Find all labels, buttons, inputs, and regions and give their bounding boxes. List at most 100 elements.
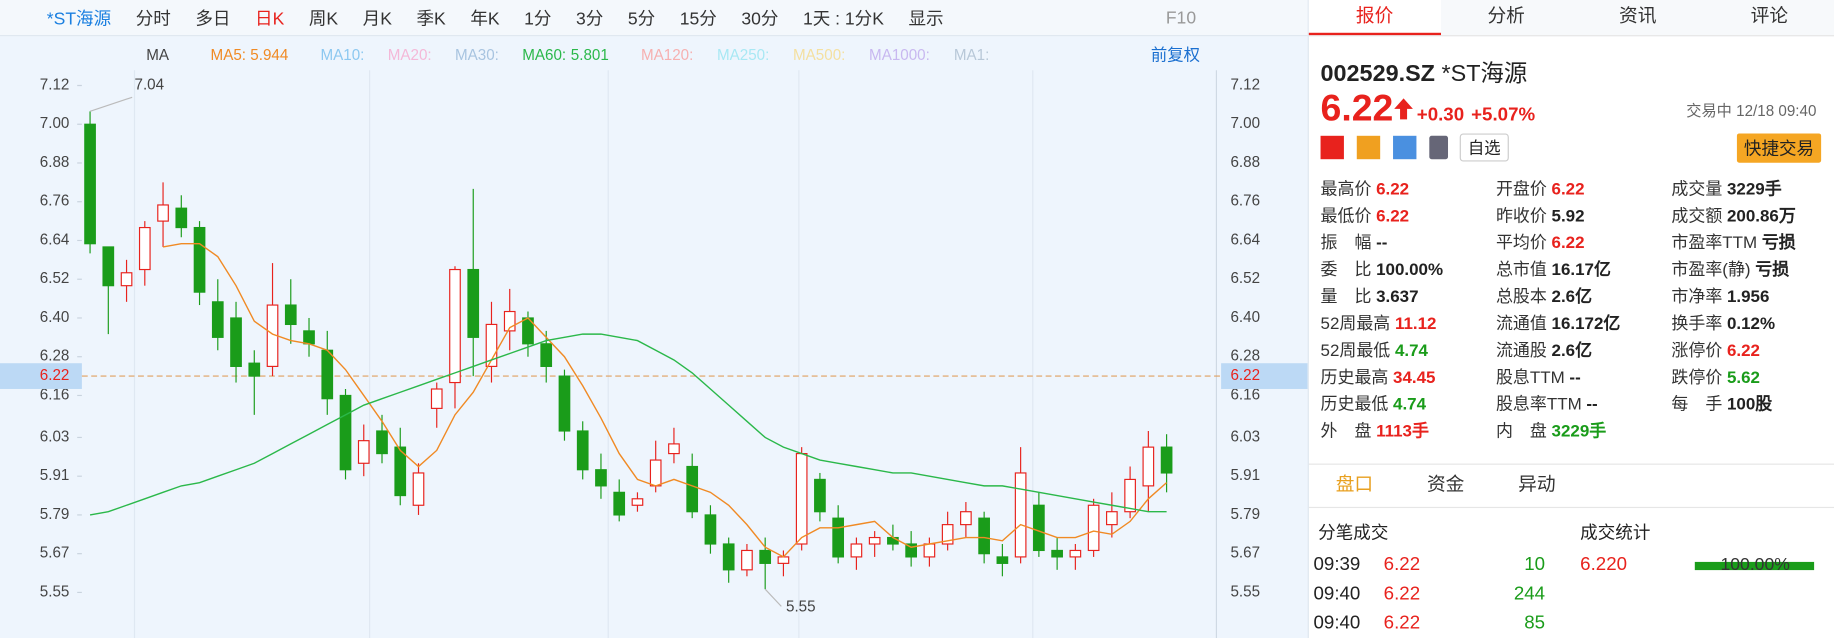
field-value: 6.22 xyxy=(1376,207,1410,226)
last-price-label-right: 6.22 xyxy=(1230,367,1260,384)
quote-tab[interactable]: 资讯 xyxy=(1619,7,1657,27)
period-tab[interactable]: 分时 xyxy=(135,8,171,29)
status: 交易中 12/18 09:40 xyxy=(1686,101,1817,120)
y-tick-label: 6.88 xyxy=(40,154,70,171)
y-tick-label: 6.03 xyxy=(40,428,70,445)
watch-button[interactable]: 自选 xyxy=(1459,133,1509,162)
indicator[interactable]: MA xyxy=(146,47,170,64)
field: 52周最低 4.74 xyxy=(1321,337,1496,361)
y-tick-label-right: 6.76 xyxy=(1230,193,1260,210)
candle-body xyxy=(558,375,571,432)
field-label: 流通值 xyxy=(1495,314,1547,334)
field-label: 总市值 xyxy=(1495,261,1547,280)
candle-body xyxy=(1124,478,1136,513)
low-pointer xyxy=(764,588,782,607)
adjust[interactable]: 前复权 xyxy=(1151,47,1200,65)
period-tab[interactable]: 多日 xyxy=(195,8,231,29)
period-tab[interactable]: 月K xyxy=(362,8,392,29)
last-price-band-right xyxy=(1221,363,1308,389)
period-tab[interactable]: 日K xyxy=(255,8,285,29)
legend-name: MA500: xyxy=(793,47,845,64)
y-tick-label: 6.28 xyxy=(40,348,70,365)
sub-tab[interactable]: 资金 xyxy=(1426,475,1465,496)
y-tick-label: 7.12 xyxy=(40,77,70,94)
f10[interactable]: F10 xyxy=(1165,7,1197,28)
period-tab[interactable]: 3分 xyxy=(576,8,604,29)
sub-tab[interactable]: 异动 xyxy=(1518,475,1556,496)
candle-body xyxy=(467,268,480,338)
icons xyxy=(1320,135,1449,160)
y-tick-label-right: 6.88 xyxy=(1230,154,1260,171)
period-tab[interactable]: 季K xyxy=(416,8,446,29)
quote-tab[interactable]: 报价 xyxy=(1308,0,1441,36)
field-value: 5.92 xyxy=(1551,207,1585,226)
candle-body xyxy=(284,304,297,326)
legend-name: MA1000: xyxy=(869,47,930,64)
period-tab[interactable]: 周K xyxy=(308,8,339,29)
quote-tab[interactable]: 分析 xyxy=(1487,7,1525,27)
y-tick-label: 5.55 xyxy=(40,583,70,600)
candle-body xyxy=(412,472,425,506)
candle-body xyxy=(357,440,370,464)
field: 振 幅 -- xyxy=(1321,229,1496,253)
stats-title: 成交统计 xyxy=(1580,523,1651,544)
last-price-band xyxy=(0,363,82,389)
period-tab[interactable]: 1分 xyxy=(524,8,552,29)
field: 市盈率TTM 亏损 xyxy=(1671,229,1823,253)
field-label: 委 比 xyxy=(1320,261,1372,280)
legend-name: MA10: xyxy=(320,47,364,64)
y-tick-label: 6.52 xyxy=(40,270,70,287)
period-tab[interactable]: 5分 xyxy=(627,8,656,29)
field-value: 3.637 xyxy=(1376,287,1419,307)
sub-tabs: 盘口 资金 异动 xyxy=(1308,463,1834,509)
trade-button[interactable]: 快捷交易 xyxy=(1736,133,1822,163)
field-value: 16.172亿 xyxy=(1551,314,1621,334)
code: 002529.SZ xyxy=(1320,60,1435,87)
y-tick-label: 6.16 xyxy=(40,386,70,403)
candle-body xyxy=(887,536,899,545)
candle-body xyxy=(613,491,626,516)
period-tab[interactable]: 15分 xyxy=(679,8,717,29)
y-tick-label-right: 7.00 xyxy=(1230,115,1260,132)
candle-body xyxy=(668,443,680,455)
candle-body xyxy=(485,323,498,367)
field-value: 2.6亿 xyxy=(1551,341,1593,361)
field-label: 开盘价 xyxy=(1495,180,1547,200)
candle-body xyxy=(1051,549,1063,558)
y-tick-label: 6.40 xyxy=(40,309,70,326)
candle-body xyxy=(193,226,206,293)
period-tab[interactable]: 30分 xyxy=(741,8,779,29)
trade-volume: 85 xyxy=(1524,613,1546,634)
field-label: 涨停价 xyxy=(1671,341,1723,361)
period-tabs: 分时 多日 日K 周K 月K 季K 年K 1分 3分 5分 15分 30分 xyxy=(111,5,779,30)
candle-body xyxy=(303,330,315,345)
quote-fields: 最高价 6.22 开盘价 6.22 成交量 3229手 最低价 6.22 昨收价 5.92 成交额 2… xyxy=(1321,176,1824,441)
trade-price: 6.22 xyxy=(1383,613,1421,634)
field-label: 市净率 xyxy=(1671,287,1723,307)
kline-chart: MA 前复权 7.12 7.12 7.00 7.00 6.88 6.88 6.76 6.76 6… xyxy=(0,36,1308,638)
field-value: 6.22 xyxy=(1551,180,1585,200)
quote-tab[interactable]: 评论 xyxy=(1750,7,1789,27)
period-tab[interactable]: 年K xyxy=(470,8,500,29)
trade-volume: 10 xyxy=(1524,554,1546,575)
trade-volume: 244 xyxy=(1513,584,1546,605)
sub-tab[interactable]: 盘口 xyxy=(1335,475,1374,496)
candle-body xyxy=(339,394,352,471)
stock-tab[interactable]: *ST海源 xyxy=(46,8,112,29)
display-select[interactable]: 显示 xyxy=(908,8,944,29)
candle-body xyxy=(996,556,1009,564)
period-select[interactable]: 1天 : 1分K xyxy=(802,8,884,29)
field-value: 6.22 xyxy=(1376,180,1410,200)
candle-body xyxy=(376,430,388,455)
y-tick-label: 5.79 xyxy=(40,506,70,523)
ma-line xyxy=(162,243,1168,558)
field: 历史最高 34.45 xyxy=(1321,364,1496,388)
field: 市盈率(静) 亏损 xyxy=(1671,256,1823,280)
field-value: 亏损 xyxy=(1755,261,1790,280)
candle-body xyxy=(84,123,96,245)
date-separators xyxy=(133,70,1218,638)
field-label: 流通股 xyxy=(1495,341,1547,361)
field-label: 换手率 xyxy=(1671,314,1723,334)
candle-body xyxy=(1106,511,1118,526)
